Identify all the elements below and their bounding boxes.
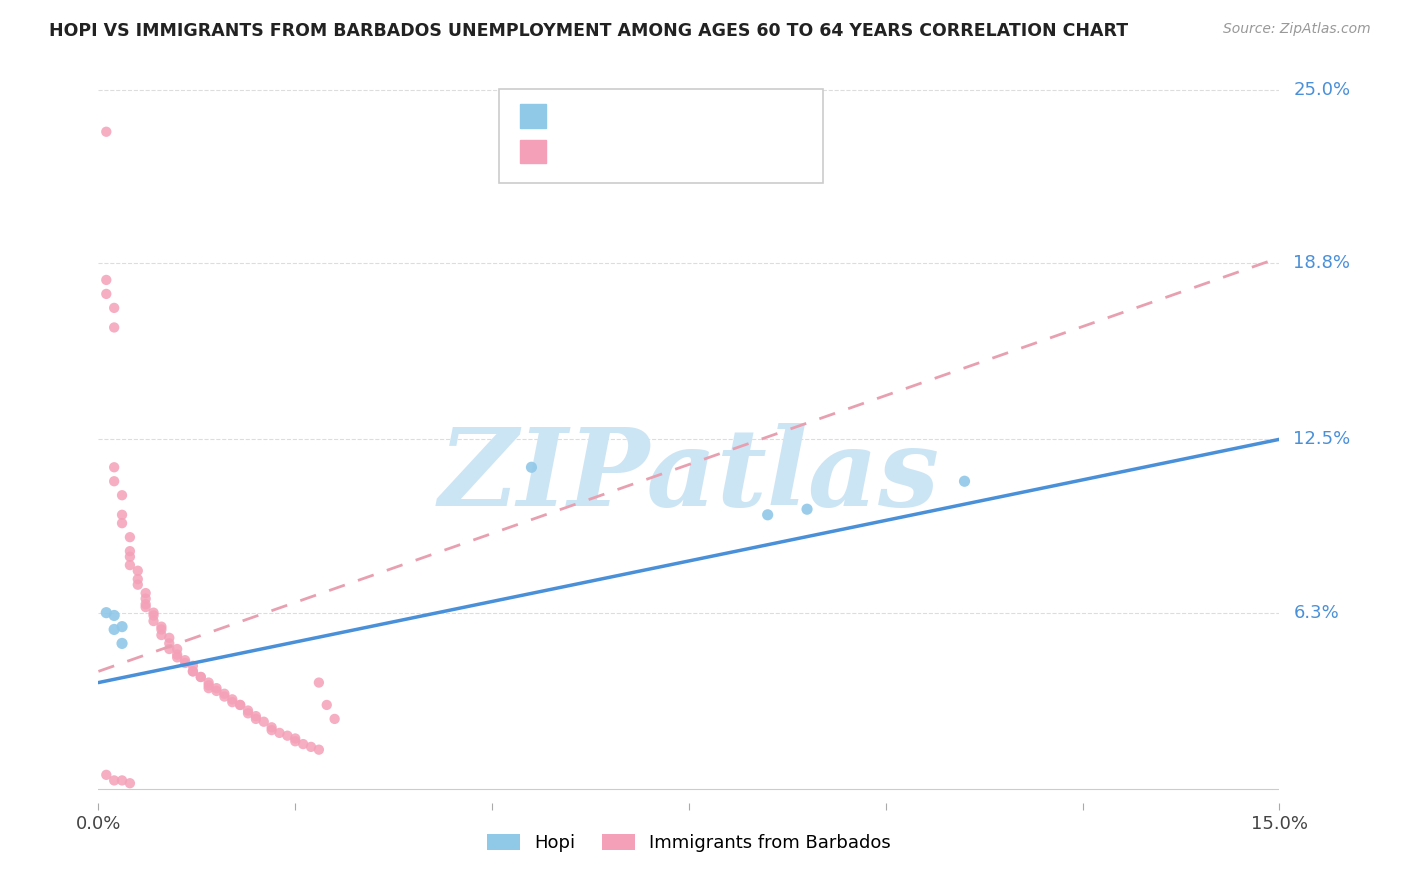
Point bbox=[181, 665, 204, 679]
Text: 18.8%: 18.8% bbox=[1294, 254, 1350, 272]
Point bbox=[260, 723, 283, 737]
Point bbox=[221, 692, 243, 706]
Point bbox=[284, 731, 307, 746]
Point bbox=[118, 544, 141, 558]
Point bbox=[118, 549, 141, 564]
Point bbox=[150, 623, 173, 637]
Point bbox=[190, 670, 212, 684]
Point bbox=[142, 606, 165, 620]
Text: HOPI VS IMMIGRANTS FROM BARBADOS UNEMPLOYMENT AMONG AGES 60 TO 64 YEARS CORRELAT: HOPI VS IMMIGRANTS FROM BARBADOS UNEMPLO… bbox=[49, 22, 1129, 40]
Point bbox=[315, 698, 337, 712]
Point bbox=[103, 475, 125, 489]
Point bbox=[111, 516, 134, 531]
Point bbox=[118, 558, 141, 573]
Point bbox=[103, 773, 125, 788]
Point bbox=[111, 508, 134, 522]
Point bbox=[520, 460, 543, 475]
Point bbox=[181, 658, 204, 673]
Text: 0.117: 0.117 bbox=[591, 145, 647, 163]
Point bbox=[157, 636, 180, 650]
Point bbox=[214, 687, 236, 701]
Point bbox=[205, 681, 228, 695]
Point bbox=[135, 586, 157, 600]
Point bbox=[260, 720, 283, 734]
Point bbox=[111, 488, 134, 502]
Legend: Hopi, Immigrants from Barbados: Hopi, Immigrants from Barbados bbox=[479, 827, 898, 859]
Text: 72: 72 bbox=[672, 145, 697, 163]
Point bbox=[135, 600, 157, 615]
Point bbox=[253, 714, 276, 729]
Point bbox=[221, 695, 243, 709]
Text: 12.5%: 12.5% bbox=[1294, 430, 1351, 449]
Point bbox=[166, 650, 188, 665]
Point bbox=[229, 698, 252, 712]
Point bbox=[103, 623, 125, 637]
Point bbox=[103, 608, 125, 623]
Point bbox=[953, 475, 976, 489]
Text: 25.0%: 25.0% bbox=[1294, 81, 1351, 99]
Point bbox=[150, 628, 173, 642]
Point bbox=[205, 684, 228, 698]
Point bbox=[157, 631, 180, 645]
Point bbox=[135, 591, 157, 606]
Point bbox=[96, 273, 118, 287]
Point bbox=[118, 776, 141, 790]
Point bbox=[236, 706, 259, 721]
Text: 9: 9 bbox=[672, 110, 690, 128]
Text: R =: R = bbox=[557, 110, 596, 128]
Point bbox=[236, 704, 259, 718]
Point bbox=[299, 739, 322, 754]
Point bbox=[96, 606, 118, 620]
Point bbox=[96, 768, 118, 782]
Point bbox=[174, 656, 197, 670]
Point bbox=[323, 712, 346, 726]
Point bbox=[127, 572, 149, 586]
Point bbox=[166, 642, 188, 657]
Point bbox=[142, 614, 165, 628]
Point bbox=[103, 301, 125, 315]
Text: 0.732: 0.732 bbox=[588, 110, 644, 128]
Text: 6.3%: 6.3% bbox=[1294, 604, 1339, 622]
Point bbox=[142, 608, 165, 623]
Point bbox=[96, 125, 118, 139]
Point bbox=[197, 681, 219, 695]
Point bbox=[150, 620, 173, 634]
Text: ZIPatlas: ZIPatlas bbox=[439, 423, 939, 529]
Point bbox=[269, 726, 291, 740]
Point bbox=[796, 502, 818, 516]
Point bbox=[174, 653, 197, 667]
Point bbox=[284, 734, 307, 748]
Point bbox=[111, 773, 134, 788]
Point bbox=[166, 648, 188, 662]
Point bbox=[245, 709, 267, 723]
Point bbox=[157, 642, 180, 657]
Point bbox=[308, 675, 330, 690]
Point bbox=[197, 678, 219, 692]
Point bbox=[292, 737, 315, 751]
Point bbox=[197, 675, 219, 690]
Point bbox=[308, 742, 330, 756]
Point bbox=[276, 729, 298, 743]
Point bbox=[756, 508, 779, 522]
Point bbox=[111, 620, 134, 634]
Text: R =: R = bbox=[557, 145, 602, 163]
Point bbox=[127, 578, 149, 592]
Point bbox=[181, 665, 204, 679]
Text: N=: N= bbox=[644, 145, 678, 163]
Point bbox=[245, 712, 267, 726]
Point bbox=[96, 287, 118, 301]
Point bbox=[214, 690, 236, 704]
Text: N=: N= bbox=[644, 110, 678, 128]
Point bbox=[103, 460, 125, 475]
Point bbox=[118, 530, 141, 544]
Point bbox=[135, 597, 157, 611]
Point bbox=[229, 698, 252, 712]
Point bbox=[190, 670, 212, 684]
Text: Source: ZipAtlas.com: Source: ZipAtlas.com bbox=[1223, 22, 1371, 37]
Point bbox=[103, 320, 125, 334]
Point bbox=[127, 564, 149, 578]
Point bbox=[111, 636, 134, 650]
